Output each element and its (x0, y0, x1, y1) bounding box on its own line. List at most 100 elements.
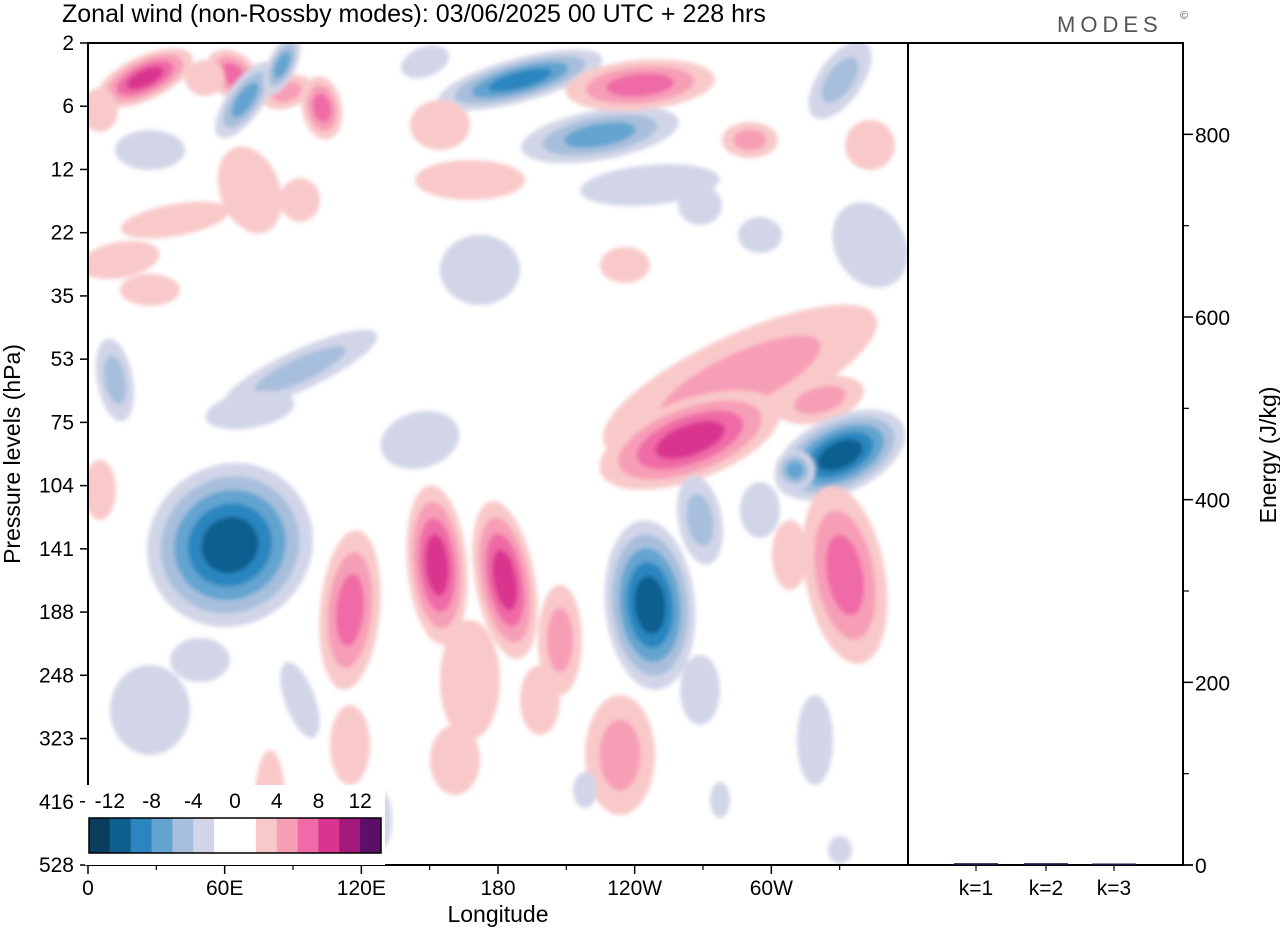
contour-blob (797, 695, 833, 785)
energy-bar-label: k=2 (1029, 877, 1063, 900)
contour-blob (606, 73, 674, 97)
brand-mark: © (1180, 10, 1188, 22)
contour-blob (336, 573, 364, 647)
colorbar-label: 0 (229, 790, 241, 813)
contour-blob (410, 100, 470, 150)
colorbar-swatch (130, 818, 153, 853)
energy-bar (954, 863, 998, 865)
x-tick-label: 120W (607, 877, 662, 900)
energy-tick-label: 0 (1195, 855, 1207, 878)
y-tick-label: 104 (39, 475, 74, 498)
colorbar-label: 4 (271, 790, 283, 813)
contour-blob (120, 201, 230, 239)
colorbar-swatch (109, 818, 132, 853)
contour-blob (217, 146, 283, 234)
colorbar-label: -12 (95, 790, 125, 813)
contour-blob (710, 782, 730, 818)
contour-blob (425, 534, 449, 596)
x-tick-label: 120E (337, 877, 386, 900)
contour-blob (680, 655, 720, 725)
y-tick-label: 75 (51, 411, 74, 434)
energy-tick-label: 800 (1195, 124, 1230, 147)
y-axis: 2 6 12 22 35 53 75 104 141 188 248 323 416 528 (39, 32, 88, 877)
colorbar-label: 12 (348, 790, 371, 813)
energy-bar-label: k=1 (959, 877, 993, 900)
y-tick-label: 188 (39, 601, 74, 624)
x-tick-label: 180 (480, 877, 515, 900)
contour-blob (88, 460, 116, 520)
contour-blob (845, 120, 895, 170)
x-tick-label: 60W (750, 877, 793, 900)
contour-blob (201, 516, 259, 574)
energy-axis: 0 200 400 600 800 (1183, 124, 1230, 878)
contour-blob (686, 493, 714, 547)
contour-blob (380, 411, 460, 469)
contour-blob (634, 575, 666, 635)
contour-blob (254, 346, 346, 394)
contour-blob (821, 57, 859, 103)
y-tick-label: 248 (39, 664, 74, 687)
contour-blob (273, 51, 291, 79)
contour-blob (312, 93, 332, 123)
contour-blob (415, 160, 525, 200)
y-tick-label: 22 (51, 222, 74, 245)
colorbar: -12 -8 -4 0 4 8 12 (85, 785, 385, 865)
contour-blob (655, 420, 725, 460)
energy-bar-label: k=3 (1097, 877, 1131, 900)
contour-blob (520, 665, 560, 735)
contour-blob (103, 355, 127, 405)
x-axis: 0 60E 120E 180 120W 60W (82, 865, 841, 900)
colorbar-swatch (89, 818, 111, 853)
energy-tick-label: 600 (1195, 307, 1230, 330)
contour-blob (678, 185, 722, 225)
contour-blob (205, 390, 295, 430)
colorbar-label: -8 (142, 790, 161, 813)
contour-blob (794, 385, 846, 415)
contour-blob (110, 665, 190, 755)
contour-blob (547, 607, 573, 673)
energy-bars: k=1 k=2 k=3 (954, 863, 1136, 900)
contour-blob (330, 705, 370, 785)
colorbar-swatch (297, 818, 319, 853)
contour-blob (185, 60, 225, 96)
x-tick-label: 0 (82, 877, 94, 900)
y-tick-label: 323 (39, 728, 74, 751)
contour-blob (400, 45, 450, 79)
contour-blob (120, 274, 180, 306)
y-tick-label: 141 (39, 538, 74, 561)
colorbar-swatch (151, 818, 173, 853)
contour-blob (817, 439, 863, 471)
y-tick-label: 6 (62, 95, 74, 118)
contour-blob (126, 66, 164, 90)
contour-blob (170, 638, 230, 682)
contour-blob (492, 549, 518, 611)
energy-tick-label: 400 (1195, 490, 1230, 513)
contour-blob (88, 88, 118, 132)
contour-blob (785, 460, 805, 480)
y-tick-label: 12 (51, 158, 74, 181)
contour-blob (738, 217, 782, 253)
chart-title: Zonal wind (non-Rossby modes): 03/06/202… (62, 0, 766, 28)
contour-blob (564, 122, 636, 148)
contour-blob (430, 725, 480, 795)
contour-blob (573, 772, 597, 808)
heatmap (88, 43, 908, 864)
contour-blob (832, 202, 908, 288)
colorbar-label: -4 (184, 790, 203, 813)
energy-bar (1092, 863, 1136, 865)
brand-logo: MODES (1057, 12, 1163, 37)
colorbar-swatch (255, 818, 278, 853)
colorbar-swatch (172, 818, 194, 853)
energy-axis-title: Energy (J/kg) (1255, 387, 1280, 524)
energy-tick-label: 200 (1195, 672, 1230, 695)
contour-blob (600, 247, 650, 283)
colorbar-swatch (318, 818, 340, 853)
contour-blob (825, 534, 865, 616)
y-tick-label: 528 (39, 854, 74, 877)
y-tick-label: 35 (51, 285, 74, 308)
contour-blob (280, 662, 320, 738)
contour-blob (88, 240, 160, 280)
contour-blob (440, 235, 520, 305)
colorbar-swatch (235, 818, 257, 853)
